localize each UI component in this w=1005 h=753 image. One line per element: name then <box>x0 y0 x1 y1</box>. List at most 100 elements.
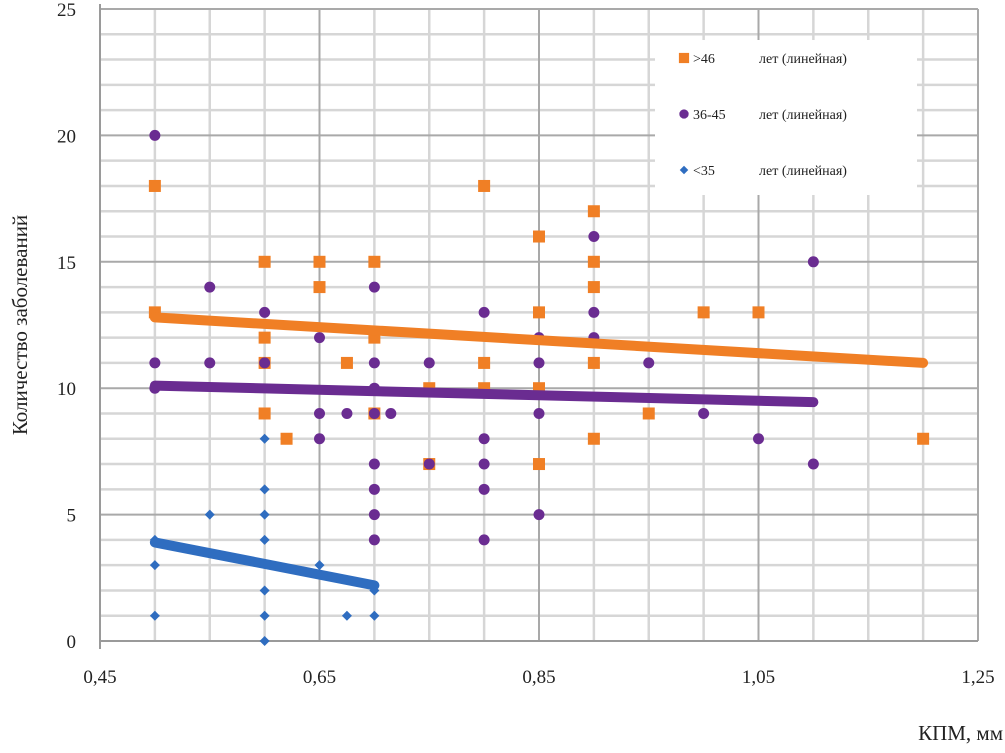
data-point <box>280 432 293 445</box>
data-point <box>341 610 352 621</box>
data-point <box>340 356 353 369</box>
data-point <box>752 306 765 319</box>
data-point <box>259 585 270 596</box>
data-point <box>149 610 160 621</box>
axes <box>99 4 978 649</box>
data-point <box>313 281 326 294</box>
data-point <box>259 306 271 318</box>
data-point <box>149 129 161 141</box>
data-point <box>259 433 270 444</box>
data-point <box>368 458 380 470</box>
data-point <box>368 255 381 268</box>
data-point <box>478 433 490 445</box>
data-point <box>588 306 600 318</box>
data-point <box>258 331 271 344</box>
data-point <box>259 357 271 369</box>
data-point <box>423 357 435 369</box>
x-tick-label: 0,65 <box>303 667 336 688</box>
data-point <box>753 433 764 445</box>
y-tick-labels: 0 5 10 15 20 25 <box>57 0 76 653</box>
data-point <box>478 306 490 318</box>
y-tick-label: 20 <box>57 126 76 147</box>
legend-marker <box>678 52 690 64</box>
y-tick-label: 10 <box>57 379 76 400</box>
data-point <box>204 509 215 520</box>
legend-series-suffix: лет (линейная) <box>759 52 847 67</box>
data-point <box>368 407 380 419</box>
data-point <box>341 407 353 419</box>
data-point <box>385 407 397 419</box>
data-point <box>587 281 600 294</box>
y-tick-label: 0 <box>67 632 77 653</box>
data-point <box>368 281 380 293</box>
data-point <box>478 534 490 546</box>
data-point <box>643 357 655 369</box>
data-point <box>149 560 160 571</box>
x-axis-title: КПМ, мм <box>918 721 1003 745</box>
data-point <box>587 255 600 268</box>
x-tick-label: 0,45 <box>83 667 116 688</box>
data-point <box>314 560 325 571</box>
data-point <box>807 256 819 268</box>
trendline <box>149 312 929 368</box>
data-point <box>313 255 326 268</box>
x-tick-labels: 0,45 0,65 0,85 1,05 1,25 <box>83 667 994 688</box>
data-point <box>369 610 380 621</box>
data-point <box>642 407 655 420</box>
y-tick-label: 5 <box>67 506 77 527</box>
data-point <box>478 458 490 470</box>
legend-series-name: 36-45 <box>693 108 726 123</box>
data-point <box>533 458 545 471</box>
x-tick-label: 1,05 <box>742 667 775 688</box>
trendline <box>149 380 819 408</box>
data-point <box>423 458 435 470</box>
data-point <box>149 357 161 369</box>
data-point <box>368 534 380 546</box>
data-point <box>314 433 325 445</box>
legend-series-suffix: лет (линейная) <box>759 164 847 179</box>
data-point <box>259 636 270 646</box>
y-axis-title: Количество заболеваний <box>8 215 32 435</box>
data-point <box>148 179 161 192</box>
legend-marker <box>679 165 689 175</box>
data-point <box>478 356 491 369</box>
data-point <box>259 484 270 495</box>
data-point <box>533 407 545 419</box>
data-point <box>368 483 380 495</box>
legend-series-name: <35 <box>693 164 715 179</box>
data-point <box>314 332 325 344</box>
trendlines <box>149 312 929 591</box>
legend: >46 лет (линейная) 36-45 лет (линейная) <35 л… <box>655 40 917 195</box>
data-point <box>533 306 545 319</box>
x-tick-label: 1,25 <box>961 667 994 688</box>
data-point <box>368 509 380 521</box>
data-point <box>258 407 271 420</box>
data-point <box>258 255 271 268</box>
data-point <box>587 432 600 445</box>
legend-series-suffix: лет (линейная) <box>759 108 847 123</box>
legend-marker <box>679 109 689 119</box>
data-point <box>533 357 545 369</box>
data-point <box>807 458 819 470</box>
data-point <box>533 509 545 521</box>
y-tick-label: 25 <box>57 0 76 21</box>
data-point <box>204 357 216 369</box>
data-point <box>478 483 490 495</box>
data-point <box>698 407 710 419</box>
data-point <box>478 179 491 192</box>
data-point <box>697 306 710 319</box>
data-point <box>314 407 325 419</box>
data-point <box>587 356 600 369</box>
data-point <box>917 432 930 445</box>
data-point <box>204 281 216 293</box>
data-point <box>533 230 545 243</box>
data-point <box>259 610 270 621</box>
data-point <box>259 534 270 545</box>
data-point <box>368 357 380 369</box>
data-point <box>588 231 600 243</box>
legend-series-name: >46 <box>693 52 715 67</box>
trendline <box>149 537 380 591</box>
legend-box <box>655 40 917 195</box>
data-point <box>587 205 600 218</box>
